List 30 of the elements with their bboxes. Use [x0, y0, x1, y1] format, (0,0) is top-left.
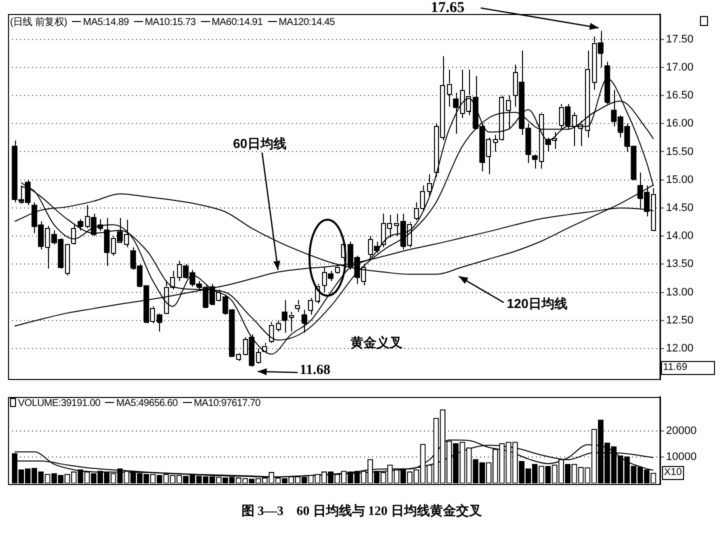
y-tick-label: 17.00 — [666, 61, 694, 74]
y-tick-label: 17.50 — [666, 33, 694, 46]
annotation: 60日均线 — [232, 134, 286, 153]
text: 图 3—3 60 日均线与 120 日均线黄金交叉 — [240, 502, 483, 520]
legend-label: MA10:15.73 — [144, 17, 196, 28]
y-tick-label: 12.00 — [666, 342, 694, 355]
annotation: 120日均线 — [506, 295, 568, 314]
legend-label: MA10:97617.70 — [194, 398, 260, 409]
annotation: 黄金义叉 — [350, 334, 402, 352]
y-tick-label: 14.00 — [666, 230, 694, 242]
y-tick-label: 15.00 — [666, 174, 694, 186]
y-tick-label: 10000 — [666, 451, 697, 464]
y-tick-label: 12.50 — [666, 314, 694, 326]
legend-label: MA5:14.89 — [83, 17, 129, 28]
y-tick-label: 16.00 — [666, 118, 694, 130]
y-tick-label: 13.50 — [666, 258, 694, 270]
legend-label: MA120:14.45 — [278, 17, 335, 28]
annotation: 17.65 — [430, 0, 464, 17]
y-tick-label: 20000 — [666, 424, 697, 437]
y-tick-label: 14.50 — [666, 202, 694, 214]
y-tick-label: 13.00 — [666, 286, 694, 298]
y-axis-title: X10 — [662, 466, 684, 480]
annotation: 11.68 — [300, 363, 330, 380]
y-tick-label: 15.50 — [666, 146, 694, 158]
legend-label: MA60:14.91 — [212, 17, 263, 28]
legend-label: MA5:49656.60 — [116, 398, 178, 409]
chart-subtitle: (日线 前复权) — [10, 17, 68, 28]
text: 11.69 — [661, 361, 715, 376]
y-tick-label: 16.50 — [666, 90, 694, 102]
legend-label: VOLUME:39191.00 — [18, 398, 100, 409]
